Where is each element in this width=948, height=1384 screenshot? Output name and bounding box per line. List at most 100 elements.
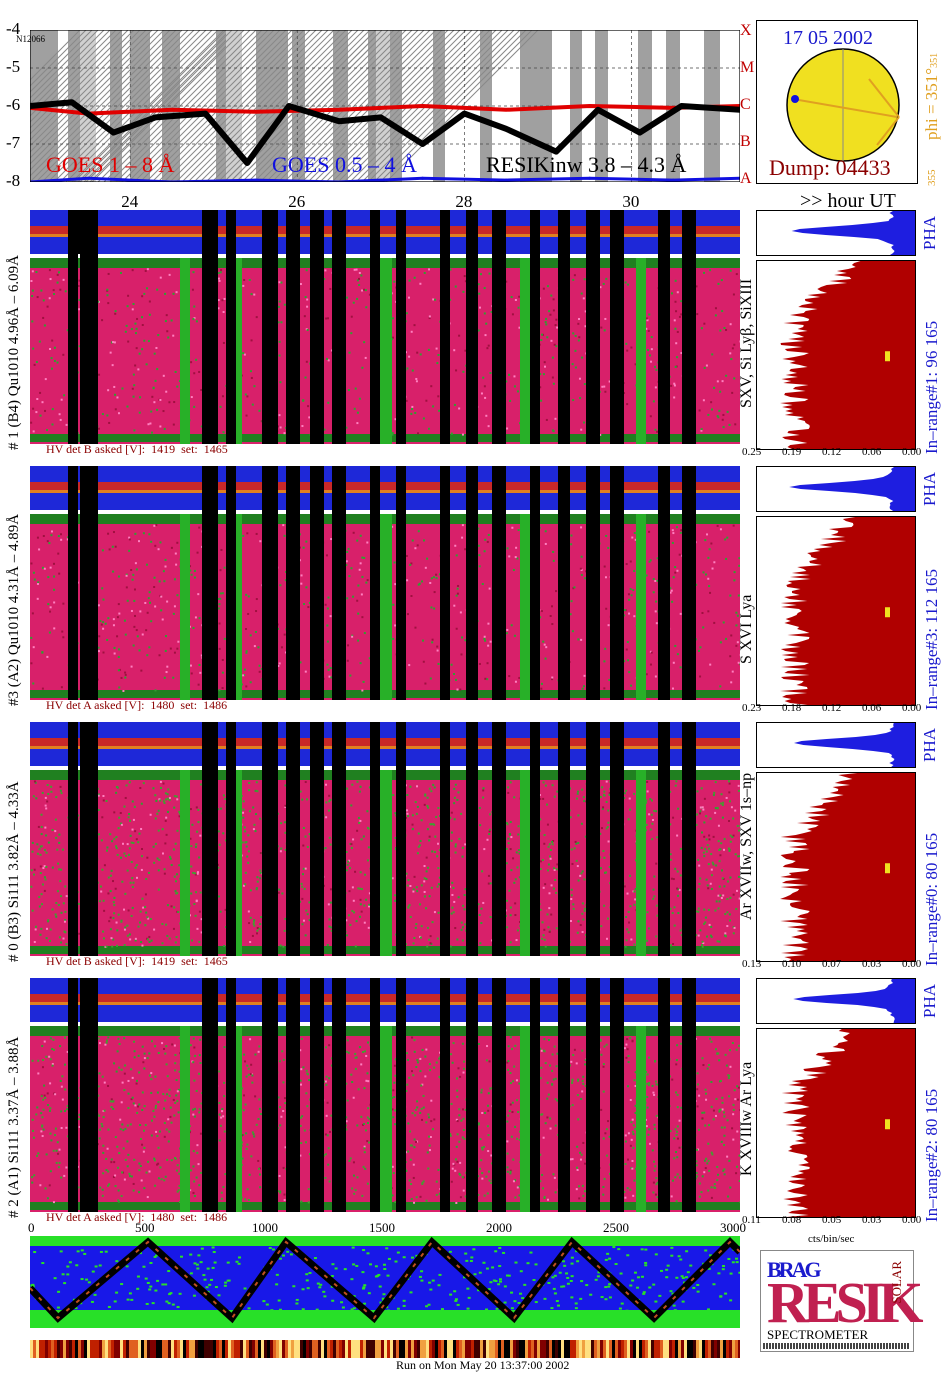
data-gap-column: [202, 466, 218, 700]
spectrum-x-tick-label: 0.12: [822, 446, 842, 458]
bottom-axis-tick-label: 1000: [252, 1220, 278, 1235]
channel-spectrogram: [30, 210, 740, 444]
goes-series-line: [29, 104, 741, 116]
data-gap-column: [202, 210, 218, 444]
goes-series-point: [680, 104, 684, 108]
data-gap-column: [226, 466, 236, 700]
data-gap-column: [466, 722, 478, 956]
hv-label: HV det A asked [V]: 1480 set: 1486: [46, 1210, 228, 1224]
spectrum-profile-fill: [780, 773, 915, 961]
goes-series-point: [287, 104, 291, 108]
in-range-label: In–range#3: 112 165: [922, 568, 941, 710]
data-gap-column: [658, 466, 670, 700]
goes-label-resik: RESIKinw 3.8 – 4.3 Å: [486, 152, 687, 177]
goes-series-point: [70, 100, 74, 104]
goes-series-point: [588, 104, 592, 108]
channel-left-label: # 0 (B3) Si111 3.82Å – 4.33Å: [6, 781, 22, 962]
goes-series-point: [86, 176, 90, 180]
data-gap-column: [658, 978, 670, 1212]
pha-label: PHA: [920, 727, 939, 762]
data-gap-column: [310, 210, 324, 444]
spectrum-profile-fill: [780, 517, 915, 705]
data-gap-column: [286, 466, 300, 700]
goes-corner-tag: N12066: [16, 34, 45, 44]
spectrum-x-tick-label: 0.08: [782, 1214, 802, 1226]
logo-fineprint: [763, 1343, 909, 1349]
sun-phi-label: phi = 351°351: [922, 52, 941, 140]
saa-column: [520, 1026, 530, 1212]
pha-histogram: [756, 978, 916, 1024]
spectrum-x-tick-label: 0.23: [742, 702, 762, 714]
goes-series-point: [254, 110, 258, 114]
data-gap-column: [658, 210, 670, 444]
channel-left-label: # 1 (B4) Qu1010 4.96Å – 6.09Å: [6, 255, 22, 450]
pha-strip-band: [30, 738, 740, 747]
data-gap-column: [530, 466, 540, 700]
data-gap-column: [80, 978, 98, 1212]
in-range-label: In–range#2: 80 165: [922, 1088, 941, 1222]
data-gap-column: [202, 978, 218, 1212]
goes-series-point: [504, 127, 508, 131]
data-gap-column: [466, 210, 478, 444]
goes-series-point: [170, 108, 174, 112]
channel-left-label: # 2 (A1) Si111 3.37Å – 3.88Å: [6, 1036, 22, 1218]
saa-column: [520, 258, 530, 444]
spectrum-x-tick-label: 0.03: [862, 958, 882, 970]
goes-series-point: [421, 176, 425, 180]
goes-label-05-4: GOES 0.5 – 4 Å: [272, 152, 417, 177]
pha-label: PHA: [920, 471, 939, 506]
channel-spectrogram: [30, 722, 740, 956]
spectrum-profile: [756, 260, 916, 450]
spectrum-x-tick-label: 0.00: [902, 1214, 922, 1226]
saa-column: [180, 514, 190, 700]
pha-histogram: [756, 466, 916, 512]
data-gap-column: [586, 210, 600, 444]
spectrum-x-tick-label: 0.19: [782, 446, 802, 458]
goes-flare-class-label: X: [740, 22, 752, 39]
goes-y-tick-label: -4: [6, 19, 21, 38]
data-gap-column: [80, 466, 98, 700]
data-gap-column: [286, 722, 300, 956]
goes-series-line: [29, 176, 741, 184]
saa-column: [636, 770, 646, 956]
spectrum-x-tick-label: 0.03: [862, 1214, 882, 1226]
data-gap-column: [586, 466, 600, 700]
data-gap-column: [586, 978, 600, 1212]
pha-strip-band: [30, 482, 740, 491]
data-gap-column: [332, 210, 346, 444]
data-gap-column: [610, 978, 624, 1212]
data-gap-column: [370, 978, 380, 1212]
spectrum-marker: [885, 607, 890, 618]
goes-y-tick-label: -8: [6, 171, 21, 190]
data-gap-column: [80, 210, 98, 444]
data-gap-column: [68, 210, 78, 444]
in-range-label: In–range#0: 80 165: [922, 832, 941, 966]
logo-main: RESIK: [767, 1270, 923, 1335]
goes-series-point: [421, 142, 425, 146]
goes-flare-class-label: B: [740, 133, 751, 150]
data-gap-column: [332, 978, 346, 1212]
channel-lines-label: SXV, Si Lyβ, SiXIII: [738, 278, 755, 408]
saa-column: [180, 770, 190, 956]
goes-y-tick-label: -5: [6, 57, 21, 76]
channel-left-label: #3 (A2) Qu1010 4.31Å – 4.89Å: [6, 513, 22, 706]
pha-histogram-fill: [793, 979, 915, 1023]
spectrum-profile-graphic: [781, 1029, 915, 1217]
data-gap-column: [370, 210, 380, 444]
data-gap-column: [262, 466, 278, 700]
data-gap-column: [558, 722, 570, 956]
data-gap-column: [466, 978, 478, 1212]
saa-column: [520, 514, 530, 700]
goes-flare-class-label: M: [740, 59, 755, 76]
saa-column: [180, 1026, 190, 1212]
spectrum-x-tick-label: 0.05: [822, 1214, 842, 1226]
goes-series-point: [254, 178, 258, 182]
goes-y-tick-label: -7: [6, 133, 21, 152]
data-gap-column: [682, 466, 696, 700]
data-gap-column: [80, 722, 98, 956]
data-gap-column: [558, 466, 570, 700]
footer-text: Run on Mon May 20 13:37:00 2002: [396, 1358, 570, 1372]
spectrum-profile-graphic: [780, 517, 915, 705]
data-gap-column: [658, 722, 670, 956]
data-gap-column: [310, 466, 324, 700]
